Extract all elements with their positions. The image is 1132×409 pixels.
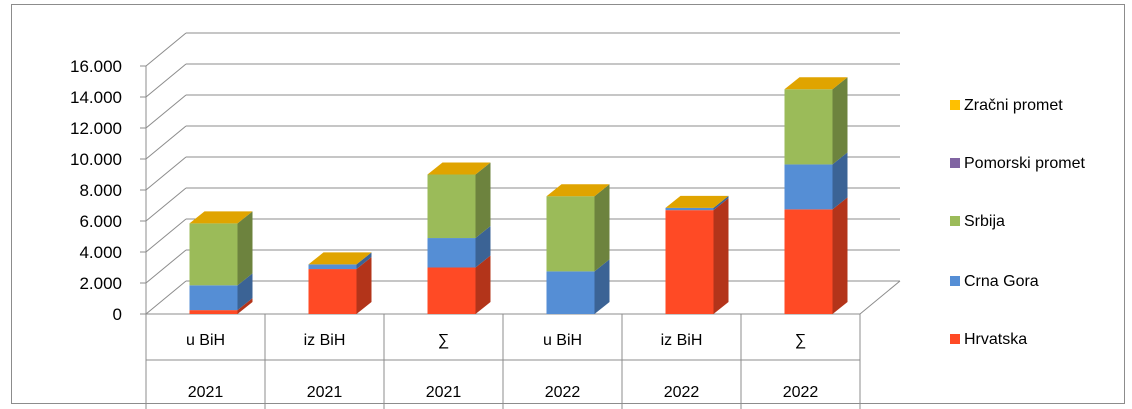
gridline-side — [145, 218, 187, 253]
bar-side — [832, 152, 848, 210]
bar-segment-crna-gora — [427, 238, 476, 268]
bar-segment-crna-gora — [189, 285, 238, 311]
bar-segment-srbija — [784, 89, 833, 165]
bar-segment-srbija — [189, 223, 238, 286]
y-tick-label: 10.000 — [70, 150, 122, 169]
bar-segment-srbija — [546, 196, 595, 272]
bar-segment-crna-gora — [665, 207, 714, 211]
bar-side — [237, 211, 253, 286]
bar-side — [594, 259, 610, 314]
category-year-label: 2021 — [307, 384, 343, 401]
category-year-label: 2022 — [545, 384, 581, 401]
bar-side — [475, 226, 491, 268]
bar-top-cap — [189, 211, 253, 224]
legend-swatch — [950, 216, 960, 226]
bar-segment-hrvatska — [665, 210, 714, 314]
y-tick-label: 6.000 — [79, 212, 122, 231]
bar-segment-srbija — [427, 174, 476, 239]
y-tick-label: 0 — [113, 305, 122, 324]
bar-side — [475, 162, 491, 239]
bar-top-cap — [308, 252, 372, 265]
category-year-label: 2021 — [426, 384, 462, 401]
gridline-side — [145, 187, 187, 222]
legend-label: Crna Gora — [964, 273, 1039, 290]
gridline-side — [145, 125, 187, 160]
bar-side — [832, 197, 848, 314]
y-tick-label: 2.000 — [79, 274, 122, 293]
bar-side — [475, 255, 491, 314]
bar-side — [237, 273, 253, 311]
legend-label: Pomorski promet — [964, 155, 1085, 172]
gridline-side — [145, 94, 187, 129]
category-label: u BiH — [186, 332, 225, 349]
category-label: iz BiH — [661, 332, 703, 349]
legend-label: Srbija — [964, 213, 1005, 230]
bar-side — [594, 184, 610, 272]
bar-segment-hrvatska — [308, 269, 357, 314]
bar-side — [356, 257, 372, 314]
category-year-label: 2022 — [783, 384, 819, 401]
legend-swatch — [950, 158, 960, 168]
bar-segment-crna-gora — [546, 271, 595, 314]
category-year-label: 2022 — [664, 384, 700, 401]
bar-side — [713, 198, 729, 314]
category-label: u BiH — [543, 332, 582, 349]
bar-side — [237, 298, 253, 314]
y-tick-label: 12.000 — [70, 119, 122, 138]
gridline-side — [145, 63, 187, 98]
legend-swatch — [950, 276, 960, 286]
legend-swatch — [950, 100, 960, 110]
bar-top-cap — [546, 184, 610, 197]
category-label: iz BiH — [304, 332, 346, 349]
floor-right-edge — [859, 280, 901, 315]
bar-side — [356, 252, 372, 270]
bar-segment-hrvatska — [784, 209, 833, 314]
gridline-side — [145, 280, 187, 315]
bar-top-cap — [427, 162, 491, 175]
y-tick-label: 8.000 — [79, 181, 122, 200]
bar-segment-hrvatska — [189, 310, 238, 314]
legend-label: Zračni promet — [964, 97, 1063, 114]
bar-top-cap — [665, 195, 729, 208]
category-label: ∑ — [438, 332, 449, 349]
gridline-side — [145, 32, 187, 67]
y-tick-label: 14.000 — [70, 88, 122, 107]
legend-label: Hrvatska — [964, 331, 1027, 348]
category-year-label: 2021 — [188, 384, 224, 401]
legend-swatch — [950, 334, 960, 344]
gridline-side — [145, 156, 187, 191]
bar-segment-crna-gora — [308, 264, 357, 270]
y-tick-label: 4.000 — [79, 243, 122, 262]
bar-segment-crna-gora — [784, 164, 833, 210]
bar-side — [832, 77, 848, 165]
gridline-side — [145, 249, 187, 284]
bar-segment-hrvatska — [427, 267, 476, 314]
y-tick-label: 16.000 — [70, 57, 122, 76]
chart-frame — [11, 4, 1125, 404]
category-label: ∑ — [795, 332, 806, 349]
bar-side — [713, 195, 729, 211]
bar-top-cap — [784, 77, 848, 90]
